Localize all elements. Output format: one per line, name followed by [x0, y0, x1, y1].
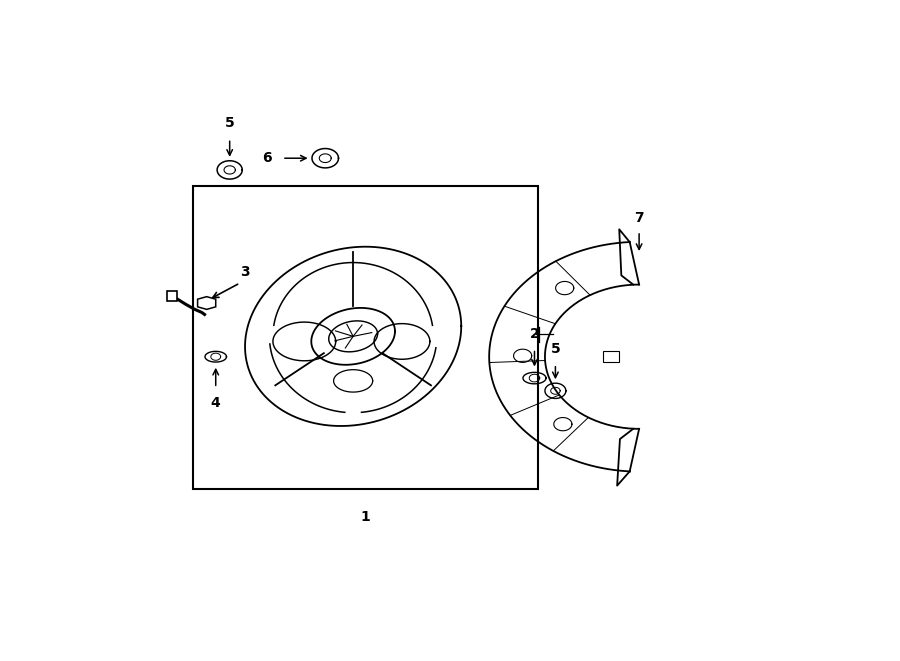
- Text: 1: 1: [361, 510, 370, 524]
- Bar: [193, 186, 538, 489]
- Bar: [603, 351, 618, 362]
- Text: 2: 2: [529, 327, 539, 341]
- Text: 5: 5: [225, 116, 235, 130]
- Text: 6: 6: [262, 151, 272, 165]
- Text: 5: 5: [551, 342, 561, 356]
- Text: 4: 4: [211, 397, 220, 410]
- Text: 3: 3: [240, 265, 250, 279]
- Polygon shape: [198, 297, 216, 309]
- Text: 7: 7: [634, 211, 644, 225]
